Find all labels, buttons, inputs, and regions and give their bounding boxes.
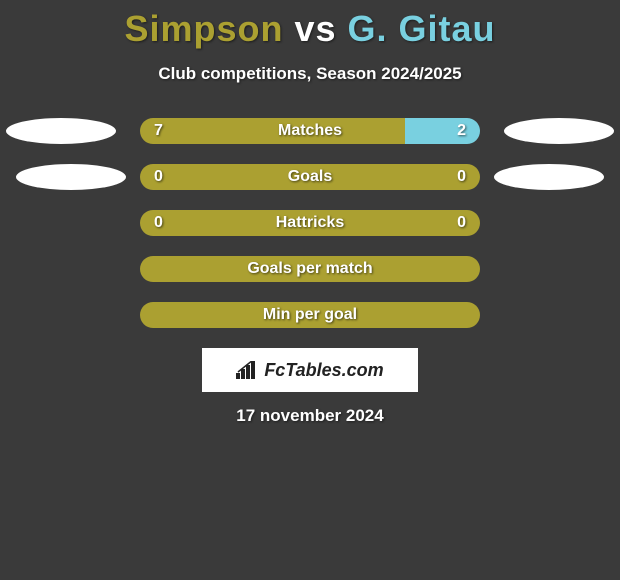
ellipse-right <box>504 118 614 144</box>
stat-bar: Matches72 <box>140 118 480 144</box>
logo-box: FcTables.com <box>202 348 418 392</box>
stat-row: Goals per match <box>10 256 610 282</box>
stat-row: Min per goal <box>10 302 610 328</box>
bar-left-segment <box>140 164 480 190</box>
stat-row: Goals00 <box>10 164 610 190</box>
bar-left-segment <box>140 118 405 144</box>
vs-text: vs <box>294 8 336 49</box>
comparison-container: Simpson vs G. Gitau Club competitions, S… <box>0 0 620 426</box>
stat-bar: Goals per match <box>140 256 480 282</box>
ellipse-left <box>16 164 126 190</box>
bar-left-segment <box>140 210 480 236</box>
logo-text: FcTables.com <box>264 360 383 381</box>
chart-icon <box>236 361 258 379</box>
bar-left-segment <box>140 256 480 282</box>
page-title: Simpson vs G. Gitau <box>0 8 620 50</box>
stat-row: Hattricks00 <box>10 210 610 236</box>
stats-section: Matches72 Goals00 Hattricks00 Goals per mat… <box>0 118 620 328</box>
date-text: 17 november 2024 <box>0 406 620 426</box>
stat-bar: Hattricks00 <box>140 210 480 236</box>
stat-row: Matches72 <box>10 118 610 144</box>
subtitle: Club competitions, Season 2024/2025 <box>0 64 620 84</box>
player1-name: Simpson <box>124 8 283 49</box>
stat-bar: Goals00 <box>140 164 480 190</box>
bar-left-segment <box>140 302 480 328</box>
player2-name: G. Gitau <box>348 8 496 49</box>
bar-right-segment <box>405 118 480 144</box>
stat-bar: Min per goal <box>140 302 480 328</box>
ellipse-left <box>6 118 116 144</box>
ellipse-right <box>494 164 604 190</box>
